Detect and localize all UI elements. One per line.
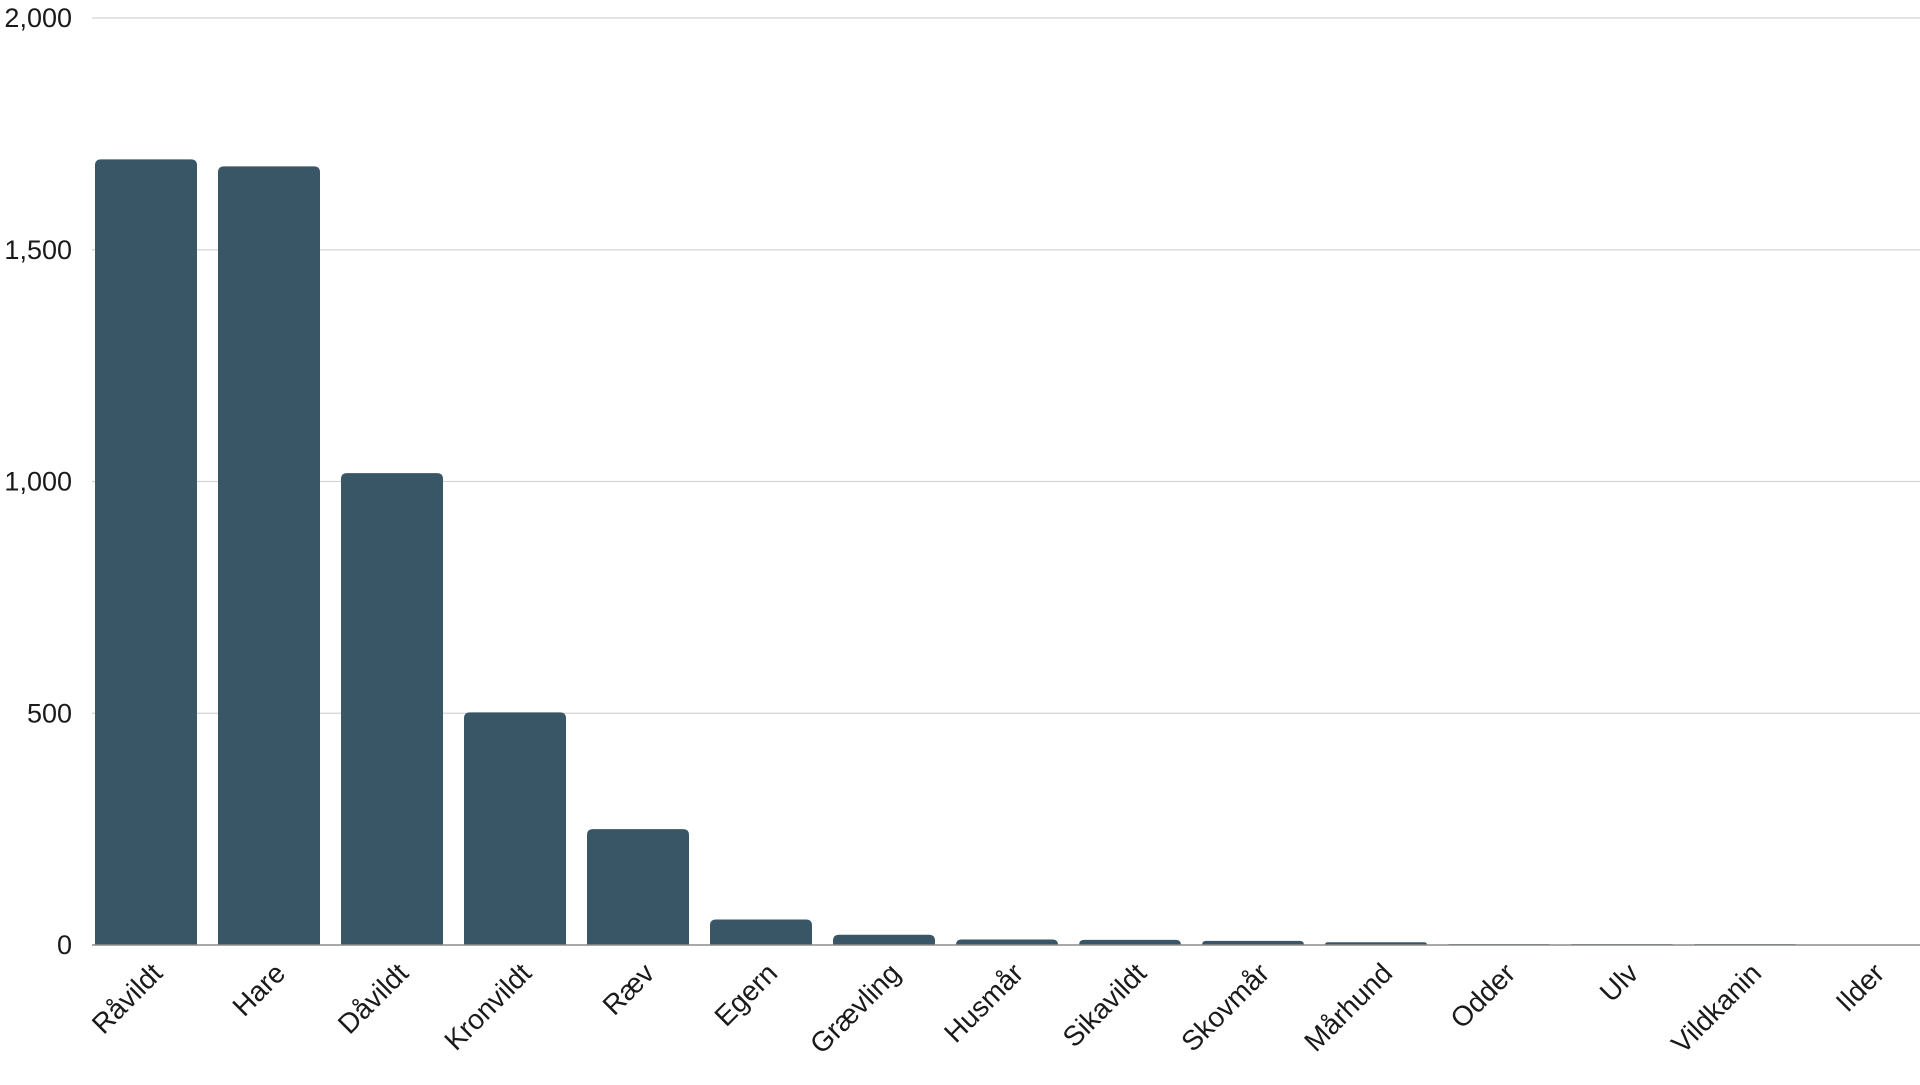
x-tick-label: Grævling	[804, 957, 906, 1059]
x-tick-label: Ilder	[1830, 957, 1890, 1017]
y-tick-label: 0	[57, 930, 72, 960]
bar-hare	[218, 166, 320, 945]
x-tick-label: Vildkanin	[1665, 957, 1767, 1059]
bar-grævling	[833, 935, 935, 945]
x-tick-label: Råvildt	[86, 957, 169, 1040]
x-tick-label: Mårhund	[1298, 957, 1398, 1057]
x-tick-label: Dåvildt	[332, 957, 415, 1040]
y-axis-tick-labels: 0 500 1,000 1,500 2,000	[4, 3, 72, 960]
bar-kronvildt	[464, 712, 566, 945]
bar-egern	[710, 920, 812, 945]
bar-ræv	[587, 829, 689, 945]
bar-dåvildt	[341, 473, 443, 945]
y-tick-label: 2,000	[4, 3, 72, 33]
x-tick-label: Ræv	[597, 957, 661, 1021]
x-tick-label: Egern	[708, 957, 783, 1032]
x-tick-label: Husmår	[938, 957, 1029, 1048]
x-tick-label: Odder	[1444, 957, 1521, 1034]
bar-husmår	[956, 939, 1058, 945]
x-axis-tick-labels: Råvildt Hare Dåvildt Kronvildt Ræv Egern Grævl…	[86, 957, 1890, 1059]
bar-råvildt	[95, 159, 197, 945]
bars	[95, 159, 1919, 945]
x-tick-label: Sikavildt	[1057, 957, 1153, 1053]
x-tick-label: Ulv	[1594, 957, 1645, 1008]
bar-sikavildt	[1079, 940, 1181, 945]
y-tick-label: 1,500	[4, 235, 72, 265]
y-tick-label: 1,000	[4, 467, 72, 497]
y-tick-label: 500	[27, 698, 72, 728]
x-tick-label: Hare	[226, 957, 291, 1022]
x-tick-label: Skovmår	[1175, 957, 1275, 1057]
x-tick-label: Kronvildt	[438, 957, 537, 1056]
